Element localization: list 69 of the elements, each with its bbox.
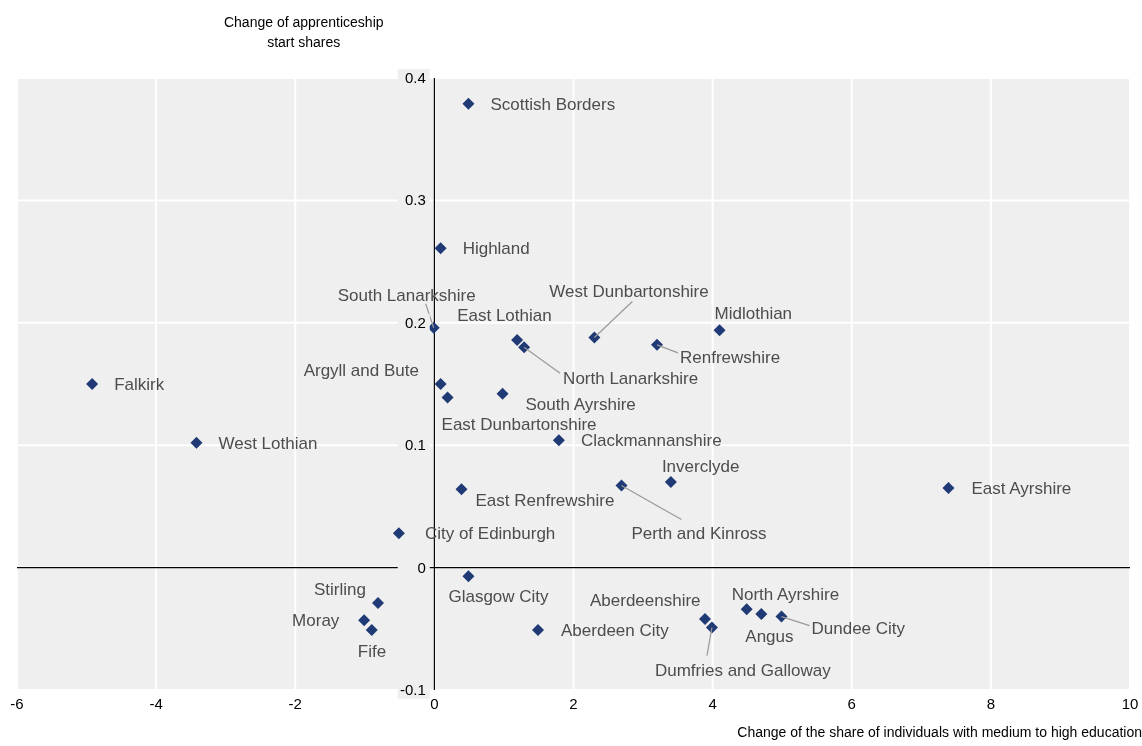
x-axis-title: Change of the share of individuals with medium to high education [737,724,1142,740]
annotation: Dumfries and Galloway [654,660,832,680]
point [462,570,475,583]
annotation: Moray [292,611,340,631]
annotation: Renfrewshire [679,347,781,367]
x-tick-label: 6 [847,694,856,712]
point [358,614,371,627]
point [496,387,509,400]
annotation: Aberdeen City [561,621,670,641]
annotation: Falkirk [114,375,165,394]
point [775,610,788,623]
annotation: Angus [745,627,794,647]
annotation: North Ayrshire [731,585,840,605]
annotation: Inverclyde [661,456,740,476]
point [190,436,203,449]
annotation: Glasgow City [448,587,550,607]
annotation: Dundee City [811,618,906,638]
annotation: Perth and Kinross [631,523,767,543]
point [462,97,475,110]
point [552,434,565,447]
point [713,324,726,337]
point [441,391,454,404]
x-tick-label: -4 [149,694,163,712]
x-tick-label: -2 [288,694,302,712]
y-tick-label: -0.1 [399,681,426,698]
point [518,341,531,354]
y-tick-label: 0 [417,558,426,576]
annotation: Fife [357,642,387,662]
x-tick-label: 10 [1121,694,1139,712]
annotation: East Ayrshire [971,479,1072,499]
annotation: Highland [462,239,530,259]
point [392,527,405,540]
annotation: South Ayrshire [525,394,636,414]
x-tick-label: 8 [986,694,996,712]
point [365,624,378,637]
point [755,608,768,621]
x-tick-label: -6 [10,694,24,712]
point [698,613,711,626]
point [664,475,677,488]
annotation: Argyll and Bute [303,361,419,380]
annotation: North Lanarkshire [563,369,699,389]
point [740,603,753,616]
annotation: East Lothian [457,305,552,325]
point [511,333,524,346]
point [434,242,447,255]
point [942,482,955,495]
y-tick-label: 0.4 [404,69,426,86]
point [434,378,447,390]
point [615,479,628,492]
y-axis-title: Change of apprenticeship start shares [222,13,385,52]
point [650,338,663,351]
annotation: Stirling [314,580,366,600]
x-tick-label: 4 [708,694,717,712]
x-tick-label: 2 [569,694,578,712]
point [372,597,385,610]
y-tick-label: 0.3 [404,191,426,209]
point [588,331,601,344]
annotation: Midlothian [714,304,793,324]
annotation: West Lothian [218,433,318,453]
annotation: Scottish Borders [490,94,616,114]
point [532,624,545,637]
annotation: Aberdeenshire [589,591,701,611]
point [455,483,468,496]
annotation: East Renfrewshire [475,491,615,511]
annotation: West Dunbartonshire [549,282,709,302]
point [86,378,99,390]
y-tick-label: 0.2 [404,313,426,331]
x-tick-label: 0 [430,694,439,712]
y-tick-label: 0.1 [404,436,426,454]
